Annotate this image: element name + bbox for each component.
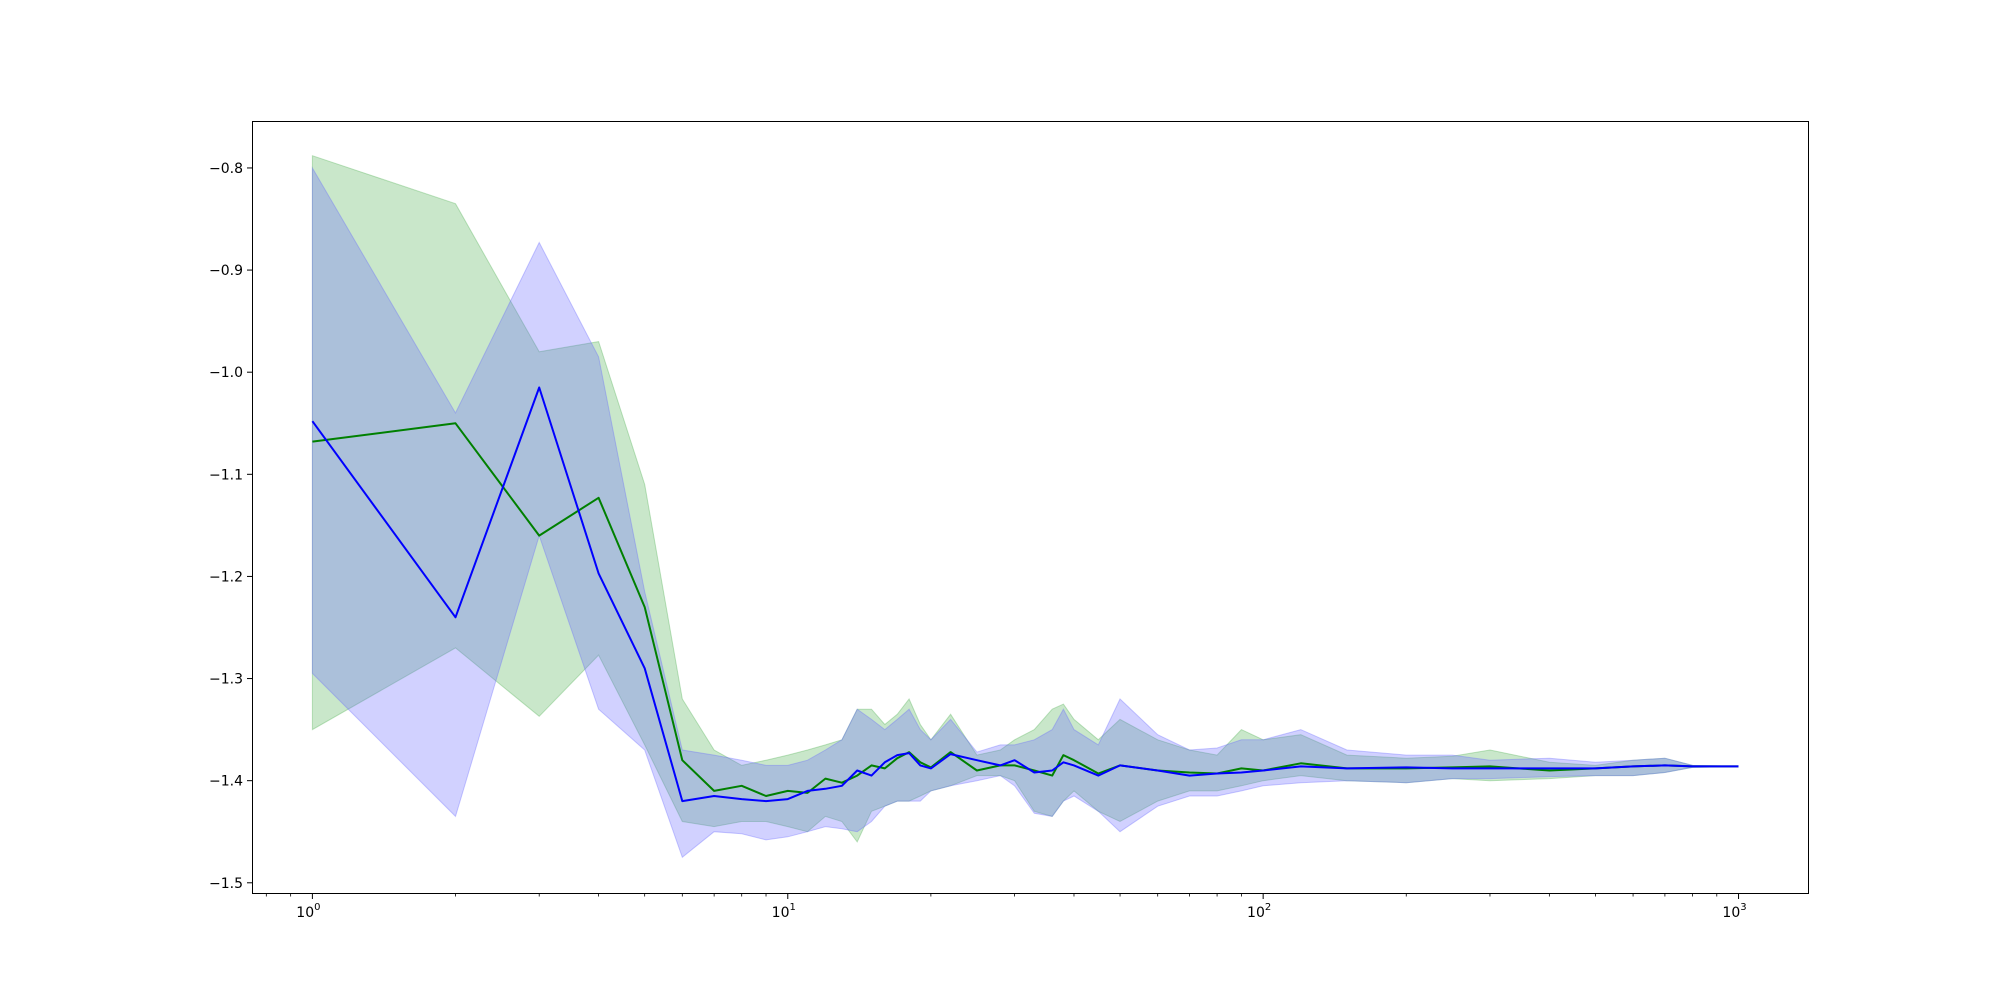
x-axis: 100 101 102 103 [265, 893, 1747, 921]
x-tick-label-1: 101 [772, 902, 796, 921]
axes-frame [252, 121, 1809, 894]
y-tick-label-7: −1.5 [209, 876, 243, 892]
y-tick-label-2: −1.0 [209, 365, 243, 381]
y-tick-label-0: −0.8 [209, 161, 243, 177]
x-tick-label-2: 102 [1247, 902, 1271, 921]
y-tick-label-3: −1.1 [209, 467, 243, 483]
y-tick-label-4: −1.2 [209, 569, 243, 585]
x-tick-label-3: 103 [1722, 902, 1746, 921]
y-axis: −0.8 −0.9 −1.0 −1.1 −1.2 −1.3 −1.4 −1.5 [209, 161, 253, 892]
x-tick-label-0: 100 [296, 902, 320, 921]
y-tick-label-6: −1.4 [209, 774, 243, 790]
y-tick-label-5: −1.3 [209, 672, 243, 688]
y-tick-label-1: −0.9 [209, 263, 243, 279]
plot-area [311, 155, 1739, 859]
series-1-line [311, 386, 1739, 803]
